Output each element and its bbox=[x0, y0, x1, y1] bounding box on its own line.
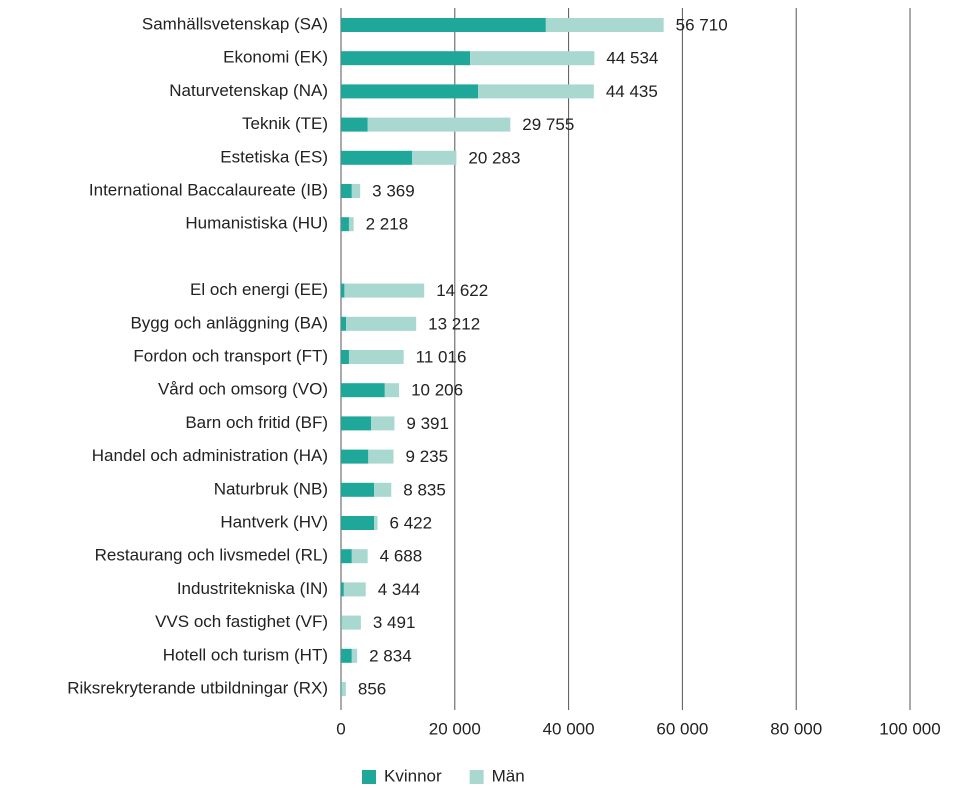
bar-segment bbox=[348, 217, 354, 232]
bar-segment bbox=[341, 615, 342, 630]
total-label: 14 622 bbox=[436, 281, 488, 300]
bar-segment bbox=[341, 516, 375, 530]
y-tick-label: Naturvetenskap (NA) bbox=[169, 81, 328, 100]
y-tick-label: Teknik (TE) bbox=[242, 114, 328, 133]
total-label: 10 206 bbox=[411, 381, 463, 400]
total-label: 2 834 bbox=[369, 646, 412, 665]
x-tick-label: 60 000 bbox=[656, 719, 708, 738]
y-tick-label: Humanistiska (HU) bbox=[185, 214, 328, 233]
bar-segment bbox=[344, 283, 425, 298]
bar-segment bbox=[343, 582, 366, 597]
bar-segment bbox=[341, 18, 546, 32]
total-label: 29 755 bbox=[522, 115, 574, 134]
total-label: 9 391 bbox=[406, 414, 449, 433]
bar-segment bbox=[384, 383, 400, 398]
bar-segment bbox=[351, 648, 358, 663]
bar-segment bbox=[341, 682, 342, 696]
bar-segment bbox=[341, 482, 375, 497]
total-label: 2 218 bbox=[366, 215, 409, 234]
x-tick-label: 0 bbox=[336, 719, 345, 738]
y-tick-label: Naturbruk (NB) bbox=[214, 479, 328, 498]
x-tick-label: 100 000 bbox=[879, 719, 940, 738]
total-label: 11 016 bbox=[416, 347, 467, 366]
y-tick-label: Industritekniska (IN) bbox=[177, 579, 328, 598]
x-tick-label: 40 000 bbox=[543, 719, 595, 738]
y-tick-label: El och energi (EE) bbox=[190, 280, 328, 299]
total-label: 3 491 bbox=[373, 613, 416, 632]
bar-segment bbox=[374, 516, 378, 530]
total-label: 8 835 bbox=[403, 480, 446, 499]
total-label: 44 435 bbox=[606, 82, 658, 101]
bar-segment bbox=[341, 283, 345, 298]
y-tick-label: VVS och fastighet (VF) bbox=[155, 612, 328, 631]
bar-segment bbox=[341, 350, 349, 364]
total-label: 4 344 bbox=[378, 580, 421, 599]
y-tick-label: Estetiska (ES) bbox=[220, 147, 328, 166]
bar-segment bbox=[374, 482, 392, 497]
bar-segment bbox=[341, 449, 369, 464]
total-label: 13 212 bbox=[428, 314, 480, 333]
x-tick-label: 20 000 bbox=[429, 719, 481, 738]
y-tick-label: Handel och administration (HA) bbox=[92, 446, 328, 465]
bar-segment bbox=[351, 549, 368, 564]
y-tick-label: Fordon och transport (FT) bbox=[133, 346, 328, 365]
bar-segment bbox=[341, 615, 361, 630]
bar-segment bbox=[341, 549, 352, 564]
bar-segment bbox=[367, 117, 511, 132]
bar-segment bbox=[341, 117, 368, 132]
bar-segment bbox=[545, 18, 664, 32]
y-tick-label: Ekonomi (EK) bbox=[223, 48, 328, 67]
bar-segment bbox=[371, 416, 395, 431]
bar-segment bbox=[341, 217, 349, 232]
bar-segment bbox=[341, 682, 346, 696]
bar-segment bbox=[341, 84, 479, 99]
y-tick-label: Bygg och anläggning (BA) bbox=[130, 313, 328, 332]
bar-segment bbox=[341, 51, 471, 66]
y-tick-label: Samhällsvetenskap (SA) bbox=[142, 14, 328, 33]
y-tick-label: Barn och fritid (BF) bbox=[185, 413, 328, 432]
legend-label: Kvinnor bbox=[384, 766, 442, 785]
bar-segment bbox=[346, 316, 417, 331]
total-label: 3 369 bbox=[372, 181, 415, 200]
bar-segment bbox=[341, 648, 352, 663]
total-label: 9 235 bbox=[406, 447, 449, 466]
bar-segment bbox=[341, 316, 347, 331]
total-label: 56 710 bbox=[676, 15, 728, 34]
y-tick-label: Riksrekryterande utbildningar (RX) bbox=[67, 678, 328, 697]
y-tick-label: Hotell och turism (HT) bbox=[163, 645, 328, 664]
bar-segment bbox=[341, 184, 352, 198]
total-label: 4 688 bbox=[380, 547, 423, 566]
y-tick-label: Restaurang och livsmedel (RL) bbox=[95, 546, 328, 565]
total-label: 44 534 bbox=[606, 49, 658, 68]
legend-swatch bbox=[362, 770, 376, 784]
bar-segment bbox=[341, 150, 413, 165]
x-tick-label: 80 000 bbox=[770, 719, 822, 738]
y-tick-label: International Baccalaureate (IB) bbox=[89, 180, 328, 199]
total-label: 20 283 bbox=[468, 148, 520, 167]
bar-segment bbox=[368, 449, 394, 464]
y-tick-label: Hantverk (HV) bbox=[220, 512, 328, 531]
bar-segment bbox=[470, 51, 595, 66]
legend-label: Män bbox=[492, 766, 525, 785]
total-label: 856 bbox=[358, 679, 386, 698]
legend-swatch bbox=[469, 770, 484, 784]
bar-segment bbox=[341, 383, 385, 398]
total-label: 6 422 bbox=[390, 513, 433, 532]
bar-segment bbox=[341, 416, 372, 431]
bar-segment bbox=[412, 150, 457, 165]
y-tick-label: Vård och omsorg (VO) bbox=[158, 380, 328, 399]
bar-segment bbox=[351, 184, 361, 198]
bar-segment bbox=[341, 582, 344, 597]
bar-segment bbox=[478, 84, 594, 99]
bar-segment bbox=[348, 350, 404, 364]
